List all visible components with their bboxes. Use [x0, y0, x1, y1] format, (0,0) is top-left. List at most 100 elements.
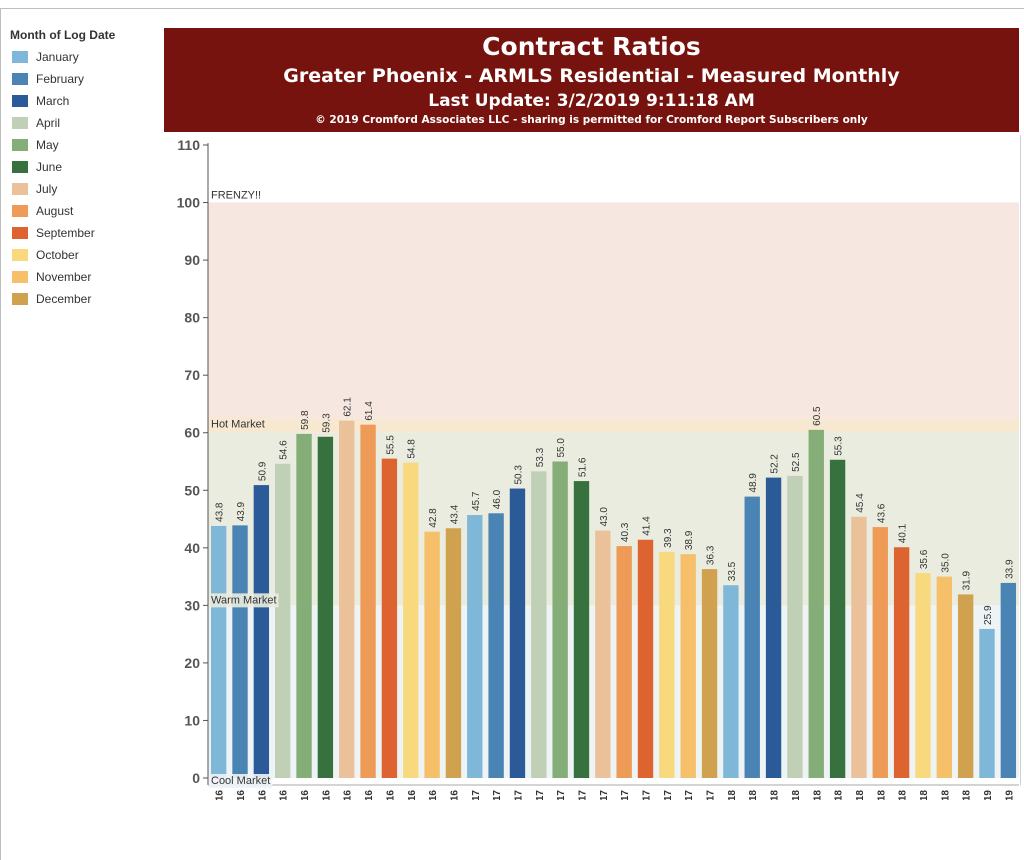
data-label: 46.0 [492, 489, 503, 509]
x-tick-label: Aug 16 [364, 790, 375, 800]
data-label: 43.0 [599, 507, 610, 527]
x-tick-label: Apr 16 [279, 790, 290, 800]
data-label: 36.3 [706, 545, 717, 565]
x-tick-label: Aug 18 [876, 790, 887, 800]
bar-may-17 [552, 461, 568, 778]
x-tick-label: Apr 18 [791, 790, 802, 800]
x-tick-label: Mar 17 [513, 790, 524, 800]
legend-swatch [12, 249, 28, 261]
x-tick-label: May 16 [300, 790, 311, 800]
bar-may-18 [808, 429, 824, 778]
bar-jun-16 [317, 436, 334, 778]
data-label: 54.8 [407, 439, 418, 459]
bar-sep-17 [637, 539, 654, 778]
bar-aug-17 [616, 546, 632, 778]
band-label: Cool Market [211, 775, 270, 787]
bar-jul-17 [595, 530, 611, 778]
data-label: 45.7 [471, 491, 482, 511]
data-label: 61.4 [364, 401, 375, 421]
data-label: 31.9 [962, 571, 973, 591]
bar-oct-16 [403, 462, 419, 778]
bar-apr-18 [787, 475, 803, 778]
data-label: 35.0 [940, 553, 951, 573]
legend-item-october[interactable]: October [10, 244, 160, 266]
legend-swatch [12, 205, 28, 217]
data-label: 59.3 [321, 413, 332, 433]
data-label: 43.4 [449, 504, 460, 524]
bar-may-16 [296, 433, 312, 778]
legend-item-january[interactable]: January [10, 46, 160, 68]
x-tick-label: Apr 17 [535, 790, 546, 800]
bar-mar-18 [765, 477, 782, 778]
data-label: 25.9 [983, 605, 994, 625]
window-right-border [1020, 135, 1021, 785]
data-label: 51.6 [577, 457, 588, 477]
bar-jun-18 [829, 459, 846, 778]
legend-item-may[interactable]: May [10, 134, 160, 156]
data-label: 33.5 [727, 561, 738, 581]
copyright-text: © 2019 Cromford Associates LLC - sharing… [315, 114, 868, 126]
x-tick-label: Oct 17 [663, 790, 674, 800]
x-tick-label: Feb 17 [492, 790, 503, 800]
legend-item-april[interactable]: April [10, 112, 160, 134]
x-tick-label: Jan 16 [215, 790, 226, 800]
x-tick-label: Oct 16 [407, 790, 418, 800]
x-tick-label: Sep 18 [898, 790, 909, 800]
legend-label: November [36, 270, 92, 284]
y-tick-label: 20 [184, 655, 200, 671]
x-tick-label: Sep 17 [642, 790, 653, 800]
band-label: FRENZY!! [211, 190, 261, 202]
bar-dec-17 [701, 569, 718, 778]
bar-aug-18 [872, 527, 888, 778]
bar-mar-16 [253, 485, 270, 778]
bar-jul-16 [339, 420, 355, 778]
bar-sep-16 [381, 458, 398, 778]
band-label-background [209, 774, 273, 788]
bar-oct-18 [915, 573, 931, 778]
x-tick-label: Dec 16 [449, 790, 460, 800]
data-label: 62.1 [343, 397, 354, 417]
x-tick-label: Feb 16 [236, 790, 247, 800]
legend: Month of Log Date January February March Ap… [10, 28, 160, 310]
legend-item-december[interactable]: December [10, 288, 160, 310]
data-label: 55.0 [556, 438, 567, 458]
legend-swatch [12, 271, 28, 283]
legend-label: September [36, 226, 95, 240]
legend-item-august[interactable]: August [10, 200, 160, 222]
bar-apr-17 [531, 471, 547, 778]
legend-swatch [12, 183, 28, 195]
bar-nov-16 [424, 531, 440, 778]
x-tick-label: Jan 18 [727, 790, 738, 800]
legend-item-february[interactable]: February [10, 68, 160, 90]
legend-item-november[interactable]: November [10, 266, 160, 288]
data-label: 48.9 [748, 473, 759, 493]
window-left-border [0, 8, 1, 860]
legend-label: June [36, 160, 63, 174]
x-tick-label: Jul 18 [855, 790, 866, 800]
legend-item-july[interactable]: July [10, 178, 160, 200]
legend-item-march[interactable]: March [10, 90, 160, 112]
legend-label: August [36, 204, 74, 218]
bar-nov-18 [936, 576, 952, 778]
band-label-background [209, 417, 267, 432]
data-label: 53.3 [535, 447, 546, 467]
chart-header: Contract Ratios Greater Phoenix - ARMLS … [164, 28, 1019, 132]
band-frenzy [208, 202, 1019, 419]
legend-item-june[interactable]: June [10, 156, 160, 178]
data-label: 45.4 [855, 493, 866, 513]
x-tick-label: Jul 16 [343, 790, 354, 800]
bar-feb-16 [232, 525, 248, 778]
legend-title: Month of Log Date [10, 28, 116, 42]
y-tick-label: 30 [184, 597, 200, 613]
x-tick-label: Nov 17 [684, 790, 695, 800]
band-label-background [209, 593, 279, 608]
data-label: 60.5 [812, 406, 823, 426]
bar-chart: 0 10 20 30 40 50 60 70 80 90 100 110 43.8 Jan 16 43.9 F… [177, 137, 1019, 800]
data-label: 55.3 [834, 436, 845, 456]
y-tick-label: 70 [184, 367, 200, 383]
x-tick-label: Jun 18 [834, 790, 845, 800]
legend-label: May [36, 138, 59, 152]
x-tick-label: Aug 17 [620, 790, 631, 800]
legend-item-september[interactable]: September [10, 222, 160, 244]
legend-label: October [36, 248, 79, 262]
